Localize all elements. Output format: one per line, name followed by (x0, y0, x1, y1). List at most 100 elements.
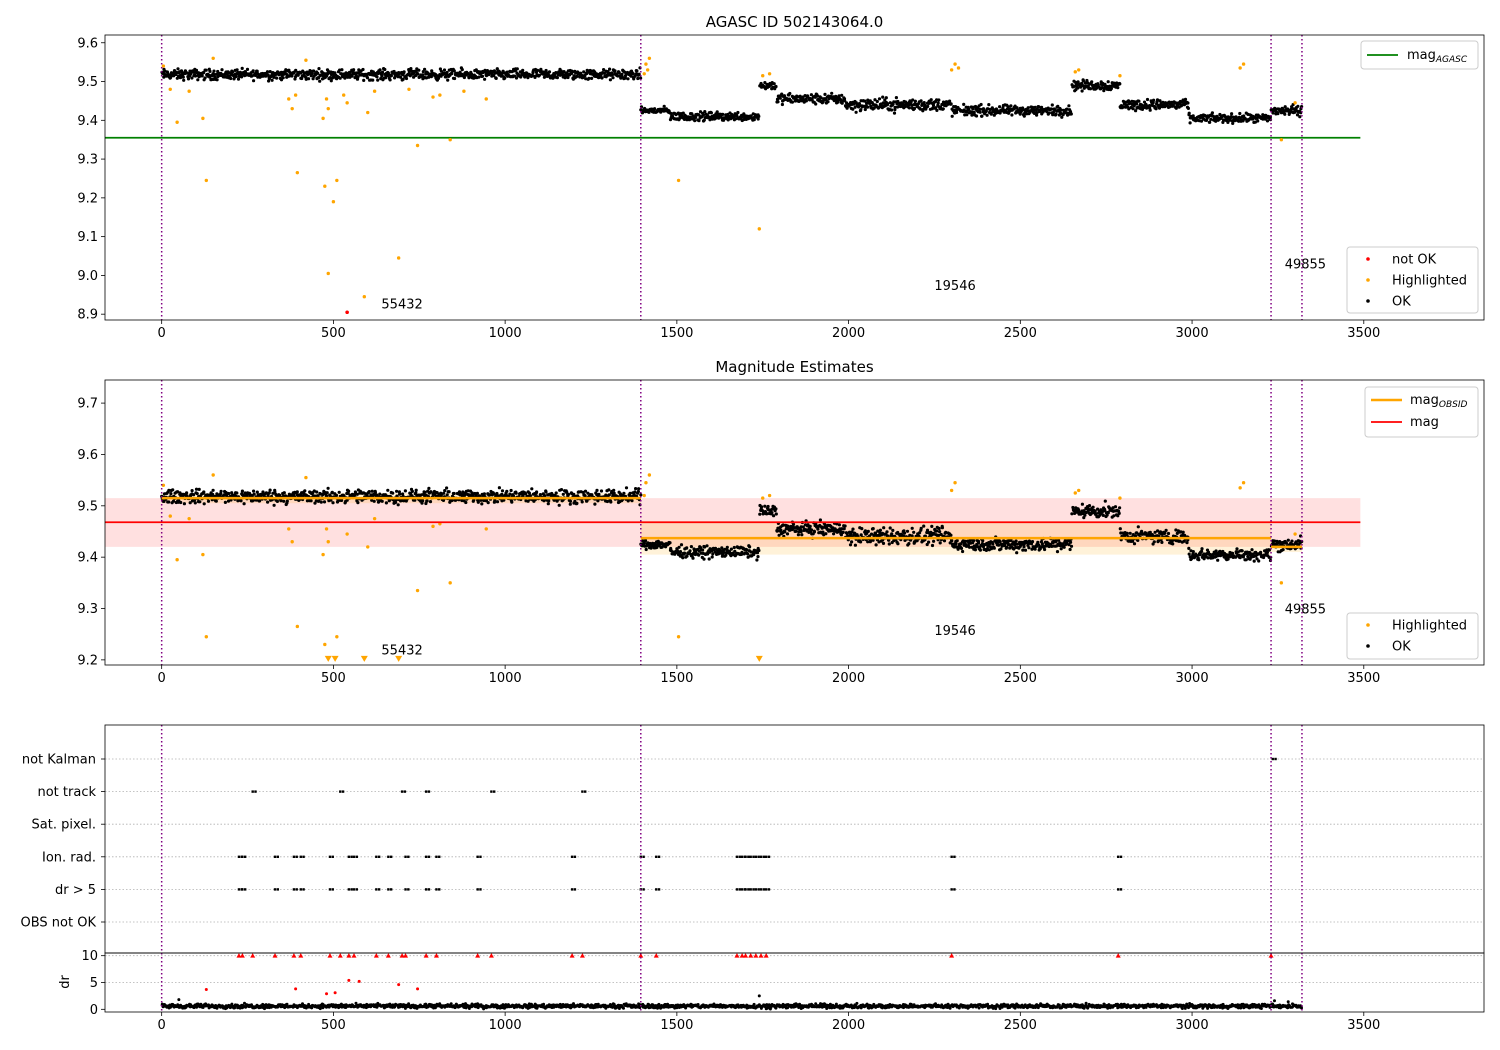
p1-ok-point (1054, 112, 1058, 116)
p1-ok-point (453, 76, 457, 81)
p2-ok-point (188, 501, 192, 505)
p2-ok-point (843, 524, 847, 528)
p2-ok-point (414, 488, 418, 492)
p1-ok-point (181, 75, 185, 79)
p1-obsid-label: 55432 (381, 297, 422, 312)
p1-ok-point (329, 79, 333, 83)
p1-ok-point (1010, 113, 1014, 117)
flag-mark (570, 855, 574, 858)
flag-mark (438, 888, 441, 891)
flag-mark (1119, 855, 1123, 858)
flag-mark (292, 855, 296, 858)
flag-mark (427, 855, 431, 858)
p1-highlighted-point (1118, 74, 1122, 78)
p2-ok-point (475, 491, 479, 495)
p1-ok-point (708, 118, 712, 122)
p1-ok-point (772, 82, 776, 86)
p1-ok-point (1081, 79, 1085, 83)
p1-ok-point (1035, 107, 1039, 111)
flag-mark (404, 855, 407, 858)
p1-ok-point (1085, 81, 1090, 85)
p2-ok-point (355, 492, 359, 496)
p2-ok-point (678, 550, 683, 554)
p2-ok-point (808, 524, 812, 529)
p1-ok-point (1088, 87, 1093, 91)
p2-ok-point (770, 511, 774, 515)
p1-ok-point (1051, 113, 1055, 117)
p1-highlighted-point (448, 137, 452, 142)
p2-ok-point (783, 530, 787, 534)
p1-ok-point (1057, 113, 1061, 117)
flag-mark (1271, 757, 1274, 761)
p1-highlighted-point (431, 95, 435, 99)
p2-ok-point (179, 500, 183, 505)
p1-ok-point (310, 72, 314, 76)
p2-ok-point (624, 486, 629, 490)
flag-mark (328, 855, 332, 858)
p2-ok-point (999, 547, 1003, 551)
p1-highlighted-point (304, 58, 308, 62)
p1-line-legend (1360, 40, 1479, 70)
p1-ok-point (365, 76, 370, 80)
p1-ok-point (1001, 106, 1005, 110)
p2-legend-mag-label: mag (1410, 415, 1439, 430)
p1-ok-point (892, 100, 896, 104)
p2-ok-point (1070, 512, 1074, 516)
p2-ok-point (421, 499, 425, 503)
p1-highlighted-point (642, 72, 646, 76)
p1-ok-point (544, 68, 548, 73)
p1-ok-point (308, 69, 312, 73)
p2-ok-point (282, 499, 286, 503)
p1-ok-point (840, 93, 844, 97)
p1-ok-point (863, 107, 867, 112)
p1-ok-point (311, 77, 315, 81)
p1-ok-point (267, 79, 271, 83)
p2-ok-point (255, 490, 259, 494)
p1-frame (104, 34, 1485, 321)
p2-highlighted-point (287, 527, 291, 531)
p1-ok-point (940, 102, 944, 107)
p2-ok-point (326, 486, 330, 490)
flag-mark (735, 855, 739, 858)
p2-ok-point (668, 541, 672, 545)
p1-ok-point (608, 67, 612, 71)
p2-ok-point (202, 490, 206, 494)
p1-ok-point (778, 96, 782, 100)
p1-ok-point (1199, 119, 1204, 123)
flag-mark (657, 888, 661, 891)
p2-ok-point (372, 499, 376, 503)
p1-highlighted-point (1073, 70, 1077, 74)
p1-ok-point (788, 91, 792, 96)
p1-ok-point (635, 69, 639, 73)
p1-ok-point (703, 110, 707, 114)
p1-ok-point (480, 74, 485, 78)
p1-x-tick-label: 3500 (1347, 326, 1380, 341)
p1-obsid-label: 49855 (1285, 257, 1326, 272)
p1-ok-point (693, 119, 697, 123)
p1-ok-point (1183, 97, 1188, 101)
p1-highlighted-point (290, 106, 294, 111)
p1-ok-point (215, 78, 219, 82)
p2-ok-point (330, 490, 334, 494)
p1-ok-point (941, 107, 945, 111)
p1-ok-point (1283, 105, 1287, 109)
p2-highlighted-point (304, 475, 308, 480)
flag-mark (581, 790, 584, 793)
flag-mark (490, 790, 493, 793)
p2-highlighted-point (642, 493, 646, 498)
p2-highlighted-point (1238, 486, 1242, 490)
p1-ok-point (338, 76, 342, 80)
flag-mark (735, 888, 739, 891)
p1-ok-point (639, 76, 643, 80)
p1-ok-point (266, 73, 270, 77)
p2-highlighted-point (1073, 491, 1077, 495)
p2-ok-point (794, 529, 798, 533)
flag-mark (762, 855, 766, 858)
p1-ok-point (1155, 98, 1160, 102)
p2-ok-point (370, 489, 374, 493)
p2-ok-point (785, 532, 790, 536)
p1-highlighted-point (323, 184, 327, 188)
p1-highlighted-point (949, 68, 954, 72)
p1-ok-point (1234, 115, 1238, 120)
flag-mark (953, 855, 956, 858)
